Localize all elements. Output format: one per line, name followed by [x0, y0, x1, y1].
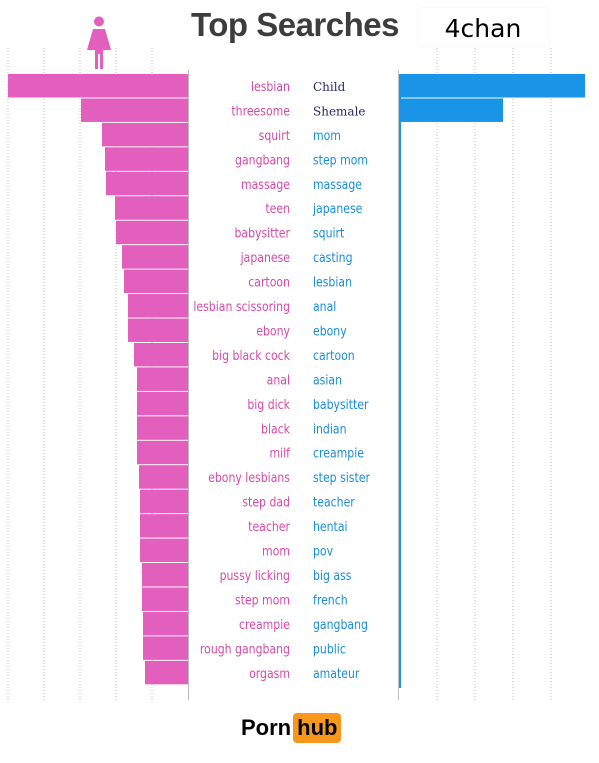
female-label-8: cartoon	[248, 275, 290, 290]
female-bar-14	[137, 416, 188, 440]
male-label-16: step sister	[313, 470, 370, 485]
female-bar-17	[140, 489, 188, 514]
female-bar-11	[134, 342, 188, 367]
female-bar-24	[145, 660, 188, 685]
male-label-7: casting	[313, 250, 353, 265]
female-label-2: squirt	[259, 128, 291, 143]
male-label-10: ebony	[313, 324, 347, 339]
female-bar-15	[137, 440, 188, 465]
female-bar-16	[139, 465, 188, 489]
female-label-12: anal	[267, 372, 290, 387]
brand-logo: Porn hub	[241, 711, 342, 745]
female-bar-19	[140, 538, 188, 563]
female-bar-13	[137, 391, 188, 416]
male-label-4: massage	[313, 177, 362, 192]
male-label-13: babysitter	[313, 397, 369, 412]
female-label-7: japanese	[240, 250, 290, 265]
male-label-19: pov	[313, 544, 333, 559]
female-bar-2	[102, 122, 188, 147]
brand-logo-part1: Porn	[241, 715, 292, 740]
overlay-label: 4chan	[418, 8, 548, 46]
female-label-22: creampie	[239, 617, 290, 632]
male-label-20: big ass	[313, 568, 351, 583]
male-label-24: amateur	[313, 666, 359, 681]
female-bar-0	[8, 74, 188, 98]
female-bar-3	[105, 147, 188, 171]
male-label-18: hentai	[313, 519, 348, 534]
page-title: Top Searches	[191, 6, 399, 43]
female-label-24: orgasm	[249, 666, 290, 681]
female-bar-5	[115, 196, 188, 220]
female-label-9: lesbian scissoring	[193, 299, 290, 314]
female-label-1: threesome	[231, 104, 290, 119]
male-label-8: lesbian	[313, 275, 352, 290]
female-bar-21	[142, 587, 188, 611]
female-bar-9	[128, 294, 188, 318]
female-label-5: teen	[265, 201, 290, 216]
male-label-3: step mom	[313, 152, 368, 167]
male-label-1: Shemale	[313, 104, 366, 118]
female-bar-23	[143, 636, 188, 660]
female-bar-4	[106, 171, 188, 196]
female-label-18: teacher	[248, 519, 290, 534]
female-label-23: rough gangbang	[200, 641, 290, 656]
male-label-14: indian	[313, 421, 347, 436]
male-label-2: mom	[313, 128, 341, 143]
female-label-19: mom	[262, 544, 290, 559]
female-label-3: gangbang	[235, 152, 290, 167]
male-label-6: squirt	[313, 226, 345, 241]
female-label-4: massage	[241, 177, 290, 192]
female-bar-6	[116, 220, 188, 245]
female-bar-12	[137, 367, 188, 391]
female-label-15: milf	[269, 446, 290, 461]
female-label-6: babysitter	[234, 226, 290, 241]
male-label-11: cartoon	[313, 348, 355, 363]
male-label-0: Child	[313, 80, 346, 94]
male-label-5: japanese	[312, 201, 362, 216]
female-bar-20	[142, 563, 188, 587]
female-bar-7	[122, 245, 188, 269]
female-person-icon	[87, 16, 111, 69]
male-bar-0	[399, 74, 585, 98]
female-label-0: lesbian	[251, 79, 290, 94]
male-label-23: public	[313, 641, 346, 656]
female-label-10: ebony	[256, 324, 290, 339]
female-label-16: ebony lesbians	[208, 470, 290, 485]
brand-logo-part2: hub	[293, 713, 342, 743]
male-label-9: anal	[313, 299, 336, 314]
male-label-15: creampie	[313, 446, 364, 461]
female-label-11: big black cock	[212, 348, 290, 363]
female-bar-10	[128, 318, 188, 342]
female-bar-8	[124, 269, 188, 294]
male-label-17: teacher	[313, 495, 355, 510]
female-bar-22	[143, 611, 188, 636]
male-label-12: asian	[313, 372, 342, 387]
female-label-21: step mom	[235, 593, 290, 608]
female-label-20: pussy licking	[220, 568, 290, 583]
female-label-17: step dad	[242, 495, 290, 510]
female-bar-18	[140, 514, 188, 538]
male-label-21: french	[313, 593, 348, 608]
male-label-22: gangbang	[313, 617, 368, 632]
female-bar-1	[81, 98, 188, 122]
male-bar-1	[399, 98, 503, 122]
female-label-14: black	[261, 421, 290, 436]
female-label-13: big dick	[247, 397, 290, 412]
